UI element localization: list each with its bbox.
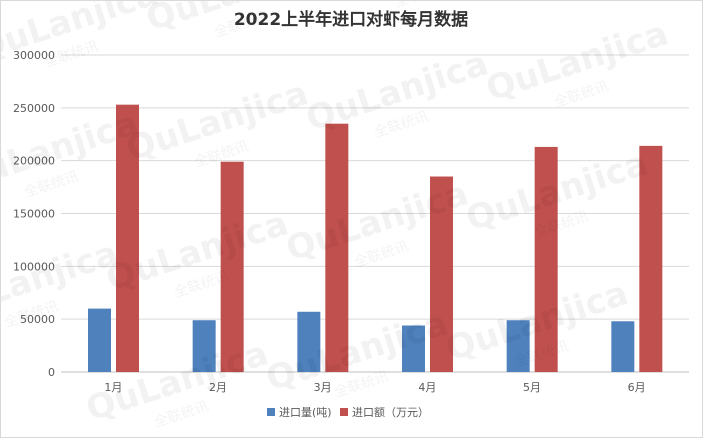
y-tick-label: 100000 (13, 260, 55, 273)
bar-import-volume (88, 308, 111, 372)
bar-import-value (220, 161, 244, 372)
legend-swatch (267, 408, 275, 416)
y-tick-label: 200000 (13, 155, 55, 168)
bar-import-volume (402, 325, 425, 372)
x-tick-label: 1月 (104, 381, 122, 394)
bar-import-volume (297, 311, 321, 372)
y-tick-label: 250000 (13, 102, 55, 115)
x-tick-label: 5月 (523, 381, 541, 394)
y-tick-label: 150000 (13, 208, 55, 221)
y-tick-label: 50000 (20, 313, 55, 326)
legend: 进口量(吨) 进口额（万元） (267, 406, 429, 419)
bar-import-volume (611, 321, 635, 372)
x-tick-label: 4月 (418, 381, 436, 394)
chart-title: 2022上半年进口对虾每月数据 (234, 9, 468, 30)
bar-import-value (534, 146, 558, 372)
legend-swatch (340, 408, 348, 416)
legend-label: 进口额（万元） (352, 406, 429, 419)
legend-label: 进口量(吨) (279, 406, 332, 419)
bars (88, 104, 663, 372)
x-axis-ticks: 1月 2月 3月 4月 5月 6月 (104, 381, 645, 394)
bar-import-value (116, 104, 139, 372)
x-tick-label: 6月 (628, 381, 646, 394)
y-tick-label: 0 (48, 366, 55, 379)
y-tick-label: 300000 (13, 49, 55, 62)
bar-import-volume (506, 320, 530, 372)
x-tick-label: 2月 (209, 381, 227, 394)
bar-import-value (325, 123, 349, 372)
y-axis-ticks: 0 50000 100000 150000 200000 250000 300000 (13, 49, 55, 379)
x-tick-label: 3月 (314, 381, 332, 394)
bar-import-value (430, 176, 453, 372)
bar-import-volume (192, 320, 216, 372)
gridlines (61, 54, 689, 373)
bar-import-value (639, 145, 663, 372)
